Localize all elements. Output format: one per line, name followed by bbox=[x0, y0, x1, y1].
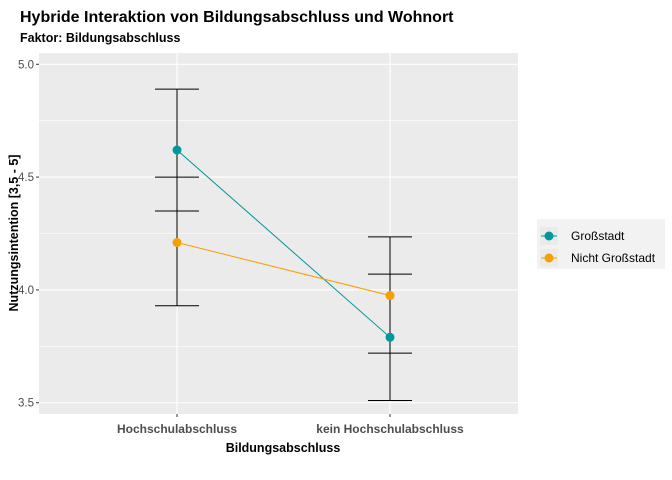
x-axis-title: Bildungsabschluss bbox=[226, 441, 341, 455]
legend-label: Großstadt bbox=[571, 229, 625, 243]
data-point bbox=[385, 332, 395, 342]
legend: Großstadt Nicht Großstadt bbox=[537, 219, 665, 269]
series-line bbox=[176, 242, 391, 297]
series-lines bbox=[176, 149, 391, 338]
data-point bbox=[385, 291, 395, 301]
legend-key-point bbox=[544, 231, 554, 241]
y-tick-label: 4.0 bbox=[18, 285, 34, 297]
chart-subtitle: Faktor: Bildungsabschluss bbox=[20, 31, 180, 45]
legend-key-point bbox=[544, 253, 554, 263]
data-point bbox=[172, 145, 182, 155]
x-tick-label: Hochschulabschluss bbox=[117, 422, 237, 436]
y-axis-ticks: 3.5 4.0 4.5 5.0 bbox=[18, 59, 39, 410]
x-axis-ticks: Hochschulabschluss kein Hochschulabschlus… bbox=[117, 414, 464, 436]
x-tick-label: kein Hochschulabschluss bbox=[316, 422, 464, 436]
y-tick-label: 4.5 bbox=[18, 172, 34, 184]
data-point bbox=[172, 238, 182, 248]
legend-label: Nicht Großstadt bbox=[571, 251, 656, 265]
data-points bbox=[172, 145, 395, 342]
y-axis-title: Nutzungsintention [3,5 - 5] bbox=[7, 155, 21, 312]
legend-background bbox=[537, 219, 665, 269]
y-tick-label: 3.5 bbox=[18, 398, 34, 410]
series-line bbox=[176, 149, 391, 338]
chart-title: Hybride Interaktion von Bildungsabschlus… bbox=[20, 9, 454, 26]
y-tick-label: 5.0 bbox=[18, 59, 34, 71]
